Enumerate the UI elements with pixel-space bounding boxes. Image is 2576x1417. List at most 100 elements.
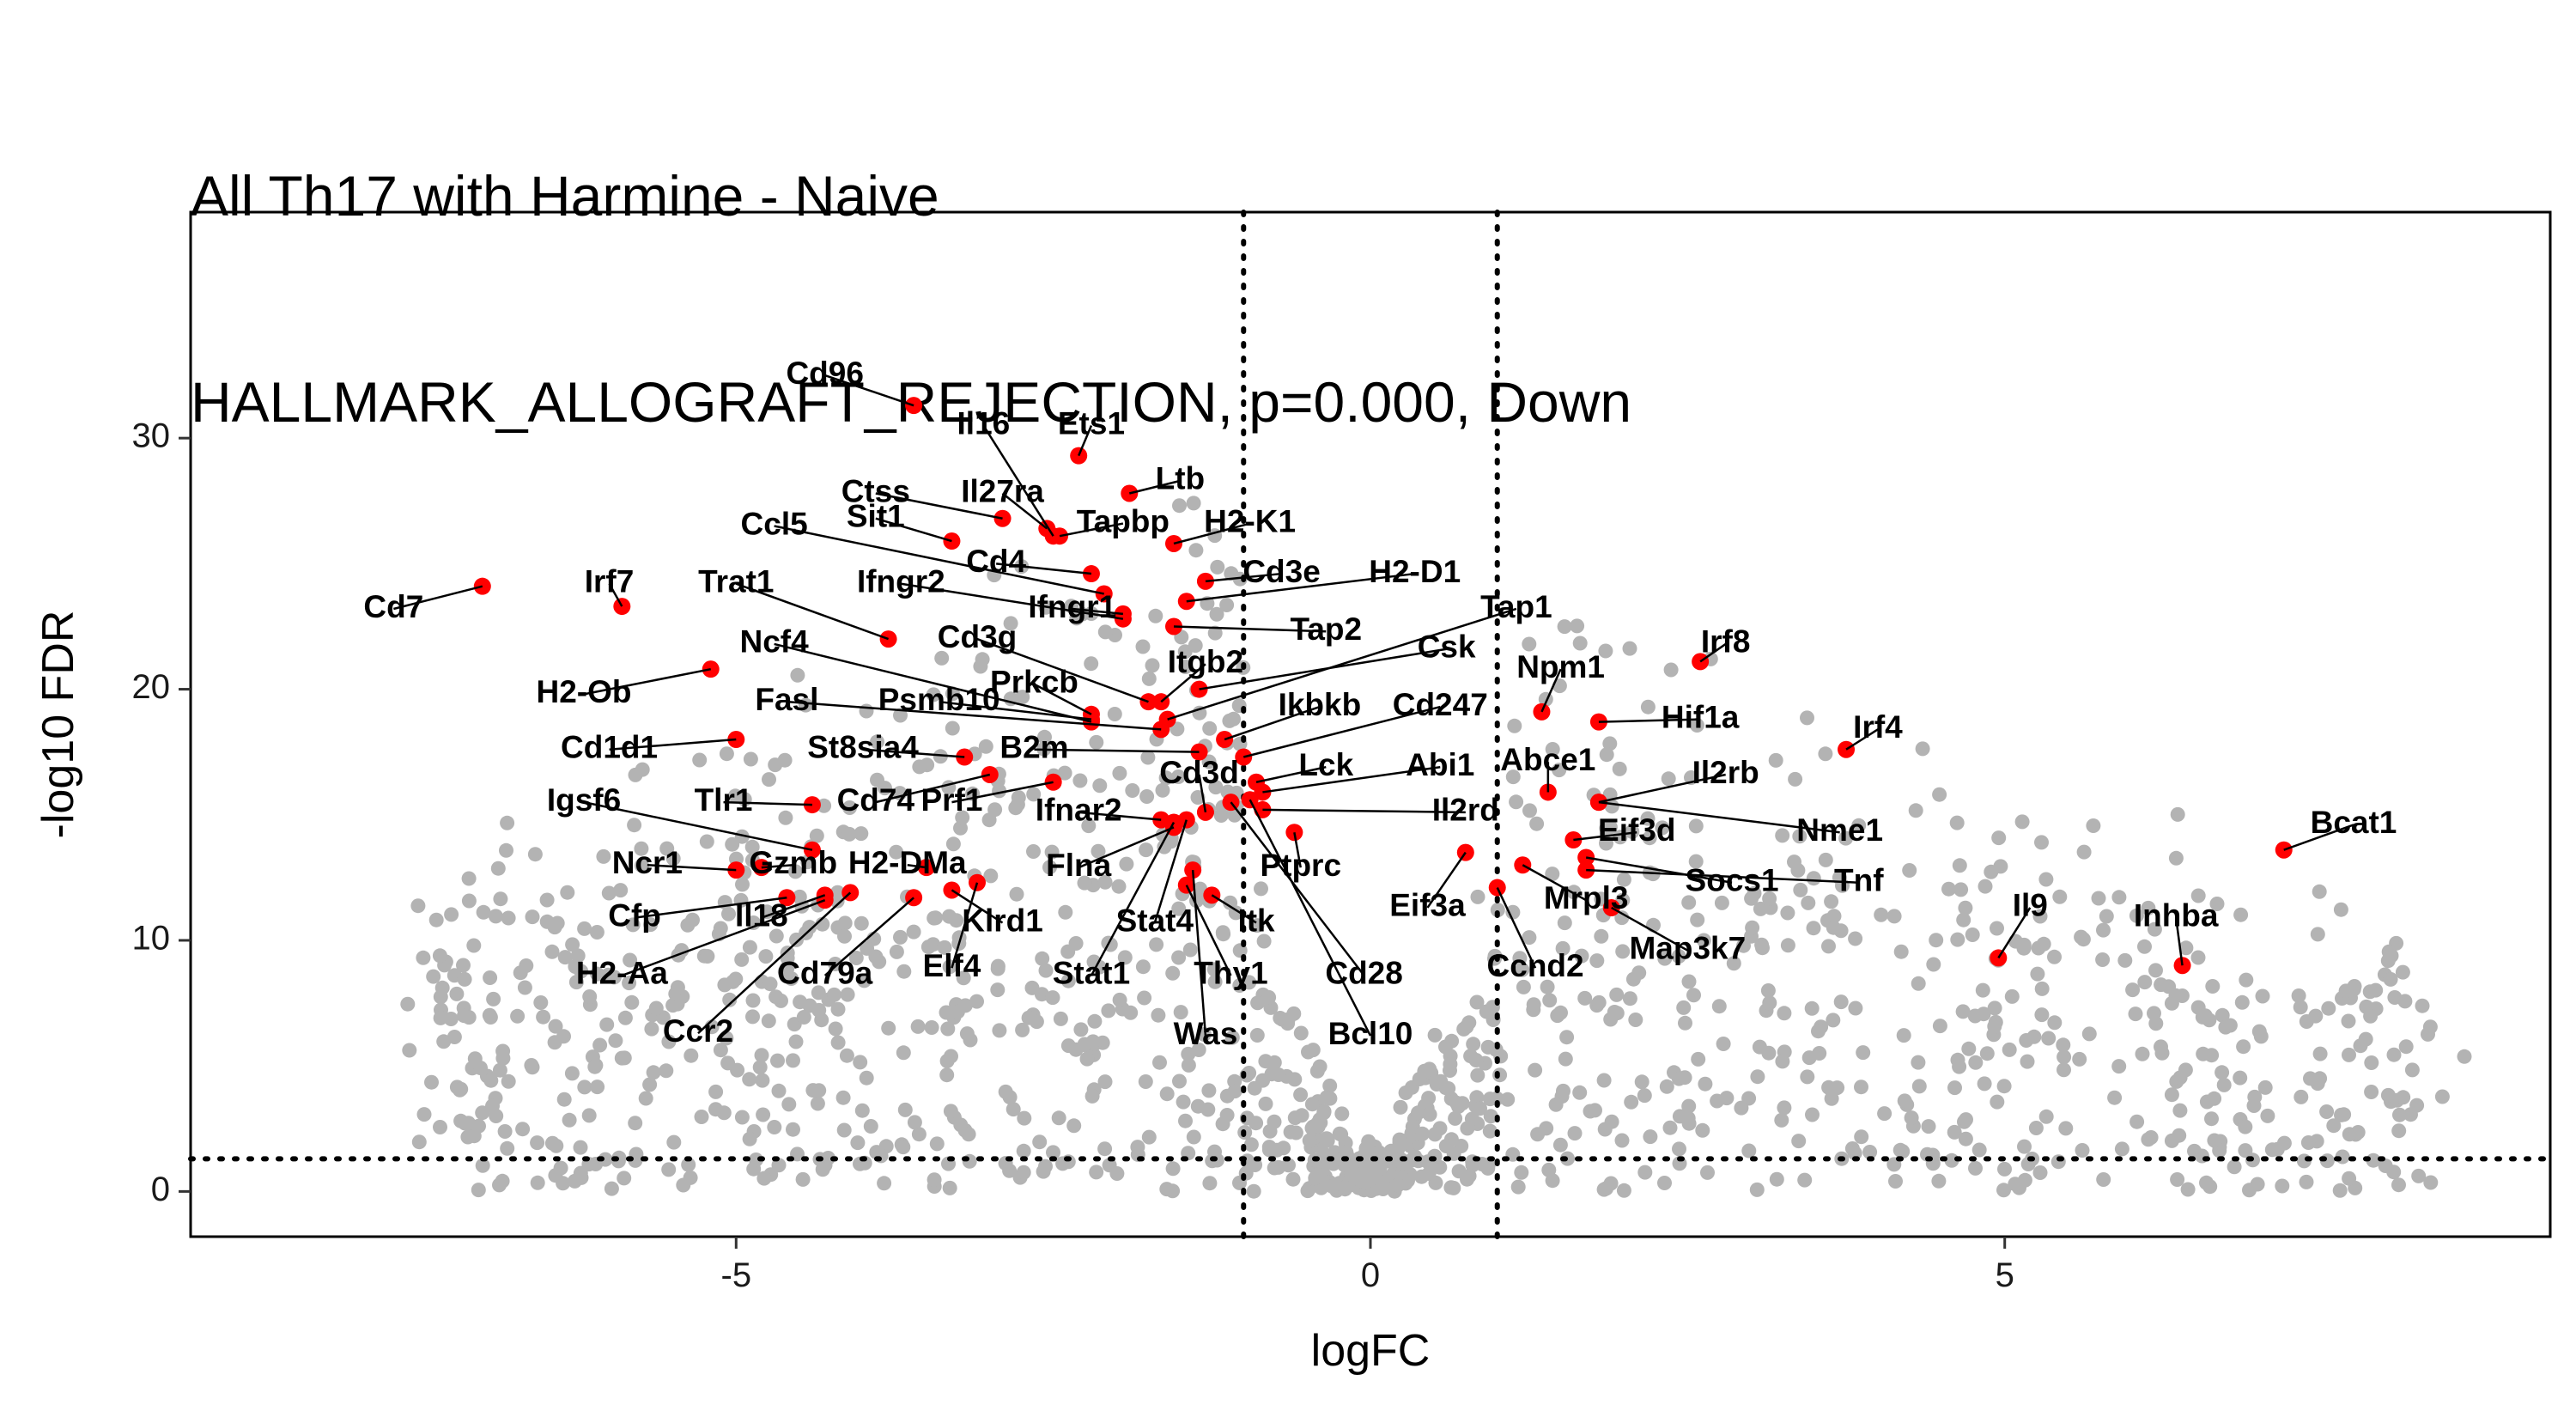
gene-point	[1037, 729, 1052, 745]
gene-point	[1762, 891, 1777, 906]
gene-label: Cd79a	[777, 956, 872, 991]
gene-point	[2218, 1019, 2233, 1035]
gene-point	[1464, 1111, 1479, 1127]
gene-label: Elf4	[923, 948, 981, 983]
gene-point	[400, 996, 416, 1012]
gene-point	[2423, 1175, 2439, 1190]
gene-point	[2038, 872, 2054, 887]
gene-point	[828, 957, 843, 971]
gene-point	[1637, 1088, 1652, 1104]
gene-point	[1035, 951, 1050, 966]
gene-point	[1838, 830, 1854, 846]
gene-point	[848, 951, 864, 965]
gene-point	[2411, 1168, 2427, 1183]
leader-line	[1160, 663, 1206, 703]
gene-point	[781, 1097, 797, 1112]
x-tick-label: 0	[1361, 1256, 1380, 1294]
gene-point	[638, 1091, 653, 1106]
gene-point	[2207, 1091, 2222, 1106]
gene-point	[2434, 1089, 2450, 1104]
gene-point	[896, 964, 912, 979]
gene-point	[1421, 1091, 1437, 1106]
gene-point	[1181, 1057, 1196, 1073]
gene-point	[2095, 952, 2111, 967]
gene-point	[1371, 1145, 1387, 1160]
gene-point	[1953, 882, 1969, 897]
gene-point	[1888, 1174, 1903, 1189]
gene-point	[661, 1034, 677, 1049]
gene-point	[2052, 889, 2068, 904]
leader-line	[735, 582, 890, 641]
leader-line	[393, 585, 483, 611]
gene-point	[1996, 1183, 2011, 1198]
leader-line	[609, 738, 737, 751]
y-tick-label: 20	[132, 668, 171, 706]
gene-label: Stat1	[1053, 956, 1130, 991]
gene-point	[2038, 1109, 2054, 1124]
gene-point	[969, 994, 984, 1009]
gene-point	[1072, 773, 1088, 788]
gene-label: Ccnd2	[1487, 948, 1584, 983]
gene-point	[1824, 1091, 1839, 1106]
gene-point	[955, 810, 970, 825]
gene-point	[1190, 1098, 1206, 1114]
gene-point	[859, 1070, 874, 1086]
gene-point	[596, 848, 611, 864]
gene-point	[839, 1048, 854, 1063]
gene-point	[634, 841, 649, 856]
gene-point	[2238, 1143, 2253, 1159]
gene-point	[2076, 844, 2092, 860]
gene-point	[1529, 816, 1545, 831]
gene-point	[1522, 930, 1537, 946]
gene-point	[770, 1053, 785, 1068]
gene-point	[1068, 1042, 1084, 1057]
gene-point	[941, 909, 957, 924]
gene-point	[2057, 1049, 2072, 1065]
gene-point	[1559, 1030, 1575, 1045]
gene-point	[2350, 1125, 2366, 1140]
gene-point	[1897, 1093, 1912, 1109]
y-tick-label: 10	[132, 920, 171, 958]
gene-point	[1480, 1160, 1496, 1176]
gene-point	[945, 686, 960, 702]
gene-point	[1741, 1143, 1757, 1159]
gene-label: Abi1	[1406, 747, 1474, 782]
gene-point	[1542, 993, 1558, 1008]
gene-point	[771, 1083, 787, 1098]
gene-point	[2129, 1114, 2145, 1129]
gene-point	[920, 940, 936, 955]
gene-point	[992, 1023, 1007, 1038]
gene-point	[1599, 747, 1614, 763]
gene-point	[1201, 754, 1217, 769]
gene-point	[2147, 921, 2162, 937]
gene-point	[1833, 994, 1849, 1010]
gene-point	[1978, 879, 1993, 894]
gene-point	[1788, 771, 1803, 787]
gene-label: Cd28	[1325, 956, 1402, 991]
gene-point	[1026, 787, 1042, 802]
gene-point	[1469, 994, 1485, 1010]
gene-point	[945, 721, 960, 736]
gene-point	[1032, 1134, 1048, 1150]
gene-point	[1017, 1110, 1032, 1126]
leader-line	[1262, 808, 1466, 814]
gene-point	[1422, 1107, 1437, 1122]
gene-point	[1968, 1055, 1984, 1070]
gene-point	[670, 980, 685, 995]
gene-point	[1250, 995, 1266, 1011]
gene-point	[1749, 1182, 1765, 1197]
gene-point	[1084, 656, 1099, 672]
gene-point	[1097, 624, 1113, 640]
gene-label: Tapbp	[1077, 503, 1170, 538]
gene-point	[1777, 1100, 1792, 1116]
gene-point	[1736, 938, 1751, 953]
gene-point	[716, 1105, 732, 1121]
gene-point	[1045, 990, 1060, 1006]
gene-point	[805, 1083, 821, 1098]
leader-line	[951, 882, 979, 969]
gene-point	[1135, 639, 1151, 654]
gene-point	[1172, 1073, 1187, 1089]
gene-point	[2058, 1121, 2074, 1136]
gene-point	[721, 906, 736, 921]
gene-label: H2-Aa	[576, 956, 668, 991]
